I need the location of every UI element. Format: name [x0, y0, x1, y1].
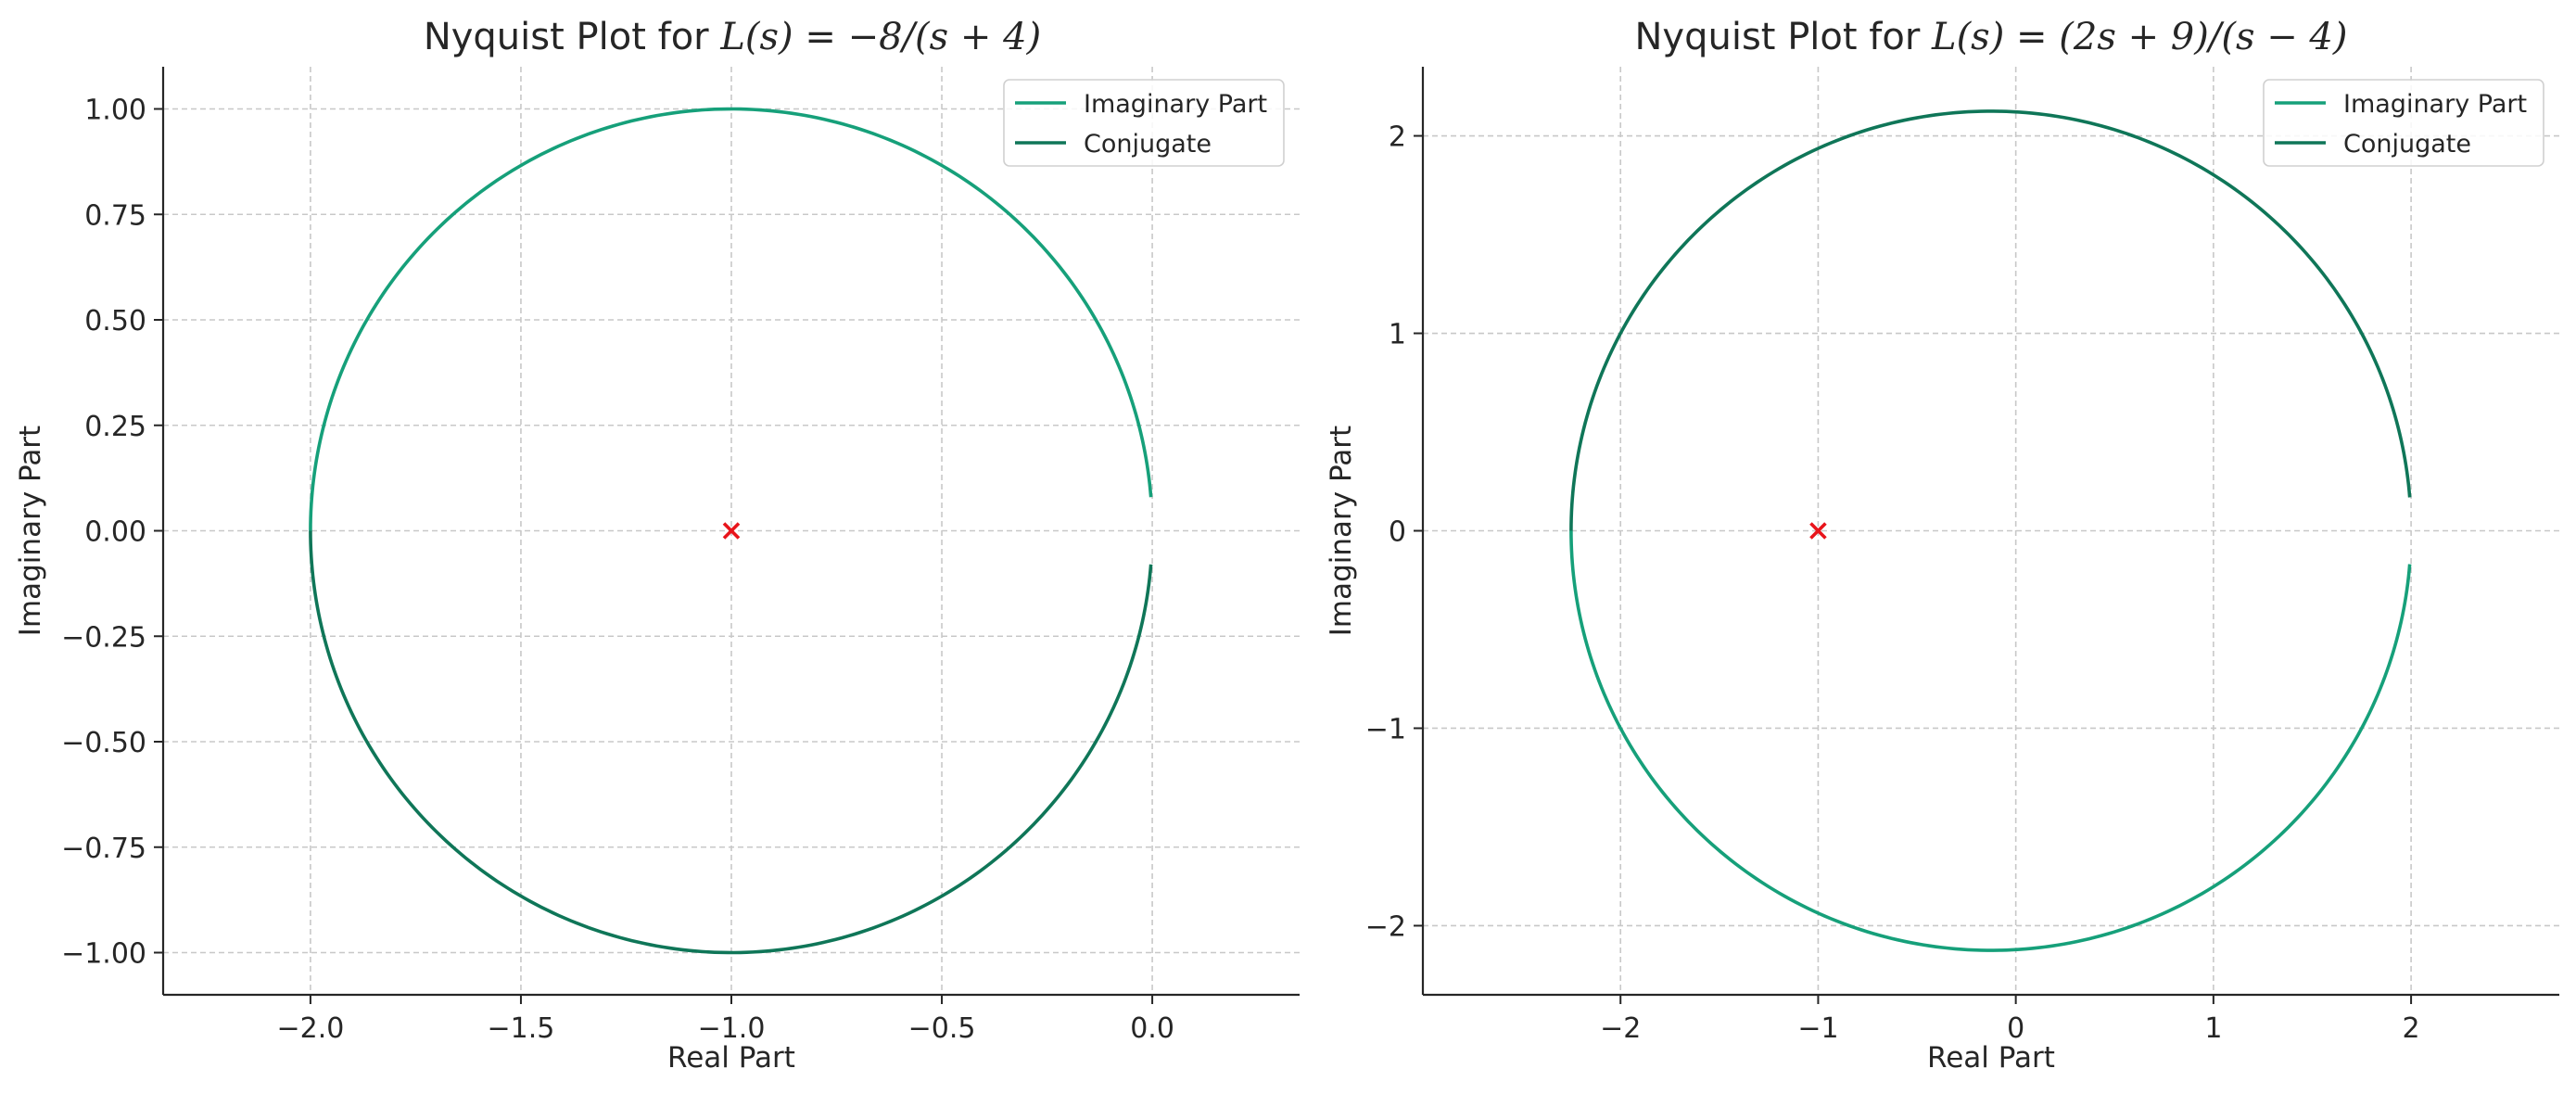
x-tick-label: 0.0 — [1130, 1012, 1174, 1045]
x-axis-label: Real Part — [667, 1041, 795, 1075]
y-tick-label: 1 — [1389, 319, 1406, 351]
x-tick-label: −1.0 — [698, 1012, 766, 1045]
y-tick-label: 0.75 — [84, 199, 146, 232]
x-tick-label: −2 — [1600, 1012, 1641, 1045]
legend-frame — [2263, 79, 2544, 167]
legend-entry-label: Imaginary Part — [1084, 90, 1267, 119]
chart-title-rhs: 8/(s + 4) — [879, 16, 1041, 58]
chart-title: Nyquist Plot for L(s) = −8/(s + 4) — [424, 16, 1041, 58]
series-line-conjugate — [309, 530, 1153, 955]
y-axis-label: Imaginary Part — [1325, 426, 1358, 636]
x-tick-label: −1.5 — [488, 1012, 555, 1045]
chart-title-rhs: (2s + 9)/(s − 4) — [2059, 16, 2347, 58]
series-line-imaginary-part — [1569, 530, 2412, 952]
y-tick-label: −1.00 — [61, 938, 146, 971]
legend-entry-label: Imaginary Part — [2343, 90, 2527, 119]
critical-point-marker — [1809, 522, 1827, 540]
chart-title-prefix: Nyquist Plot for — [424, 16, 721, 58]
legend-entry-label: Conjugate — [1084, 130, 1212, 159]
x-tick-label: 1 — [2204, 1012, 2222, 1045]
y-tick-label: 0 — [1389, 516, 1406, 549]
x-tick-label: 2 — [2403, 1012, 2420, 1045]
chart-title-lhs: L(s) — [719, 16, 793, 58]
chart-panel-2: −2 −1 0 1 2 −2 −1 0 1 2 Real Part Imaginary Part Nyq… — [1325, 16, 2559, 1075]
series-line-imaginary-part — [309, 107, 1153, 531]
x-tick-label: −2.0 — [276, 1012, 344, 1045]
chart-panel-1: −2.0 −1.5 −1.0 −0.5 0.0 −1.00 −0.75 −0.50 −0.25 0… — [14, 16, 1300, 1075]
y-tick-label: 0.25 — [84, 411, 146, 443]
legend: Imaginary Part Conjugate — [2263, 79, 2544, 167]
legend-entry-label: Conjugate — [2343, 130, 2471, 159]
series-line-conjugate — [1569, 109, 2412, 531]
legend: Imaginary Part Conjugate — [1003, 79, 1285, 167]
x-tick-label: 0 — [2007, 1012, 2024, 1045]
y-tick-label: −0.25 — [61, 621, 146, 654]
y-tick-label: −2 — [1365, 910, 1406, 943]
y-tick-label: −0.75 — [61, 833, 146, 865]
y-tick-label: 1.00 — [84, 95, 146, 127]
chart-title-lhs: L(s) — [1931, 16, 2004, 58]
chart-title-eq: = − — [793, 16, 879, 58]
y-tick-label: 0.50 — [84, 305, 146, 337]
y-axis-label: Imaginary Part — [14, 426, 47, 636]
chart-title-eq: = — [2004, 16, 2059, 58]
critical-point-marker — [722, 522, 741, 540]
y-tick-label: 2 — [1389, 121, 1406, 154]
x-tick-label: −1 — [1797, 1012, 1838, 1045]
x-axis-label: Real Part — [1927, 1041, 2055, 1075]
chart-title: Nyquist Plot for L(s) = (2s + 9)/(s − 4) — [1635, 16, 2348, 58]
y-tick-label: −0.50 — [61, 727, 146, 759]
y-tick-label: −1 — [1365, 713, 1406, 745]
chart-title-prefix: Nyquist Plot for — [1635, 16, 1933, 58]
y-tick-label: 0.00 — [84, 516, 146, 549]
legend-frame — [1003, 79, 1285, 167]
x-tick-label: −0.5 — [908, 1012, 976, 1045]
